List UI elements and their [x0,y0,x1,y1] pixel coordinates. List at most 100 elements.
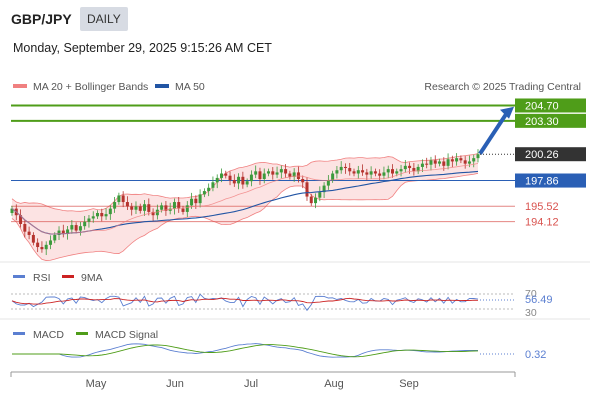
moving-averages [11,163,479,235]
candle-body [143,204,147,211]
candle-body [117,195,121,203]
bb-legend-swatch [13,84,27,88]
candle-body [442,161,446,166]
x-axis-tick-label: May [86,378,107,390]
pair-title: GBP/JPY [11,11,72,27]
rsi-legend-label: RSI [33,272,51,284]
x-axis-tick-label: Jul [244,378,258,390]
candle-body [352,171,356,174]
candle-body [151,211,155,216]
candle-body [138,206,142,211]
forecast-arrow-shaft [478,111,509,155]
candle-body [267,171,271,174]
candle-body [66,229,70,234]
candle-body [416,166,420,172]
candle-body [318,192,322,198]
candle-body [343,166,347,169]
forecast-arrow [478,106,514,155]
x-axis: May Jun Jul Aug Sep [10,371,516,390]
candle-body [429,160,433,165]
candle-body [87,218,91,222]
candle-body [245,181,249,185]
level-tag-pivot [515,173,586,188]
candle-body [190,198,194,206]
candle-body [292,172,296,177]
candle-body [301,179,305,183]
candle-body [331,173,335,181]
macd-legend-label: MACD [33,329,64,341]
candle-body [463,160,467,164]
candle-body [40,247,44,250]
candle-body [27,231,31,235]
candle-body [61,230,65,234]
candle-body [356,170,360,174]
candle-body [237,176,241,184]
macd-value-label: 0.32 [525,349,546,361]
candle-body [10,208,14,214]
credit-label: Research © 2025 Trading Central [424,81,581,93]
candle-body [100,213,104,217]
candle-body [155,209,159,216]
level-tag-resistance [515,113,586,128]
candle-body [258,171,262,179]
candle-body [459,158,463,161]
candle-body [339,166,343,171]
candle-body [96,213,100,217]
candle-body [348,168,352,172]
candle-body [78,226,82,231]
candle-body [207,187,211,192]
candle-body [224,173,228,176]
candle-body [476,154,480,159]
ma50-legend-swatch [155,84,169,88]
candle-body [446,159,450,166]
current-price-label: 200.26 [525,149,559,161]
candle-body [241,176,245,185]
candle-body [31,234,35,243]
candle-body [288,173,292,177]
rsi-legend-swatch [13,275,25,278]
rsi-ma-legend-label: 9MA [81,272,103,284]
candle-body [412,168,416,172]
candle-body [177,202,181,209]
candle-body [403,165,407,170]
candle-body [438,161,442,164]
candle-body [305,182,309,197]
rsi-ma-line [11,297,479,305]
bb-legend-label: MA 20 + Bollinger Bands [33,81,148,93]
candle-body [284,169,288,174]
candle-body [408,165,412,169]
ma20-line [11,163,479,235]
chart-header: GBP/JPY DAILY [0,0,590,34]
candle-body [373,171,377,174]
x-axis-tick-label: Jun [166,378,184,390]
candle-body [365,172,369,175]
candle-body [57,230,61,235]
candle-body [219,173,223,178]
candle-body [130,206,134,210]
rsi-line [11,293,479,312]
candle-body [249,174,253,182]
macd-legend-swatch [13,332,25,335]
candle-body [74,225,78,231]
x-axis-tick-label: Sep [399,378,419,390]
candle-body [254,171,258,175]
level-label-resistance: 203.30 [525,116,559,128]
period-badge[interactable]: DAILY [80,7,128,31]
candle-body [314,197,318,204]
bollinger-bands [11,153,479,261]
candle-body [160,205,164,210]
candle-body [23,223,27,232]
candle-body [279,169,283,173]
candle-body [211,182,215,188]
macd-panel: MACD MACD Signal 0.32 [12,329,546,361]
rsi-upper-label: 70 [525,288,537,300]
candle-body [70,225,74,230]
rsi-lower-label: 30 [525,307,537,319]
candle-body [113,202,117,209]
candle-body [275,172,279,175]
candle-body [215,177,219,183]
candle-body [399,169,403,172]
price-tags: 204.70203.30197.86195.52194.12200.26197.… [480,98,586,229]
candle-body [53,234,57,241]
